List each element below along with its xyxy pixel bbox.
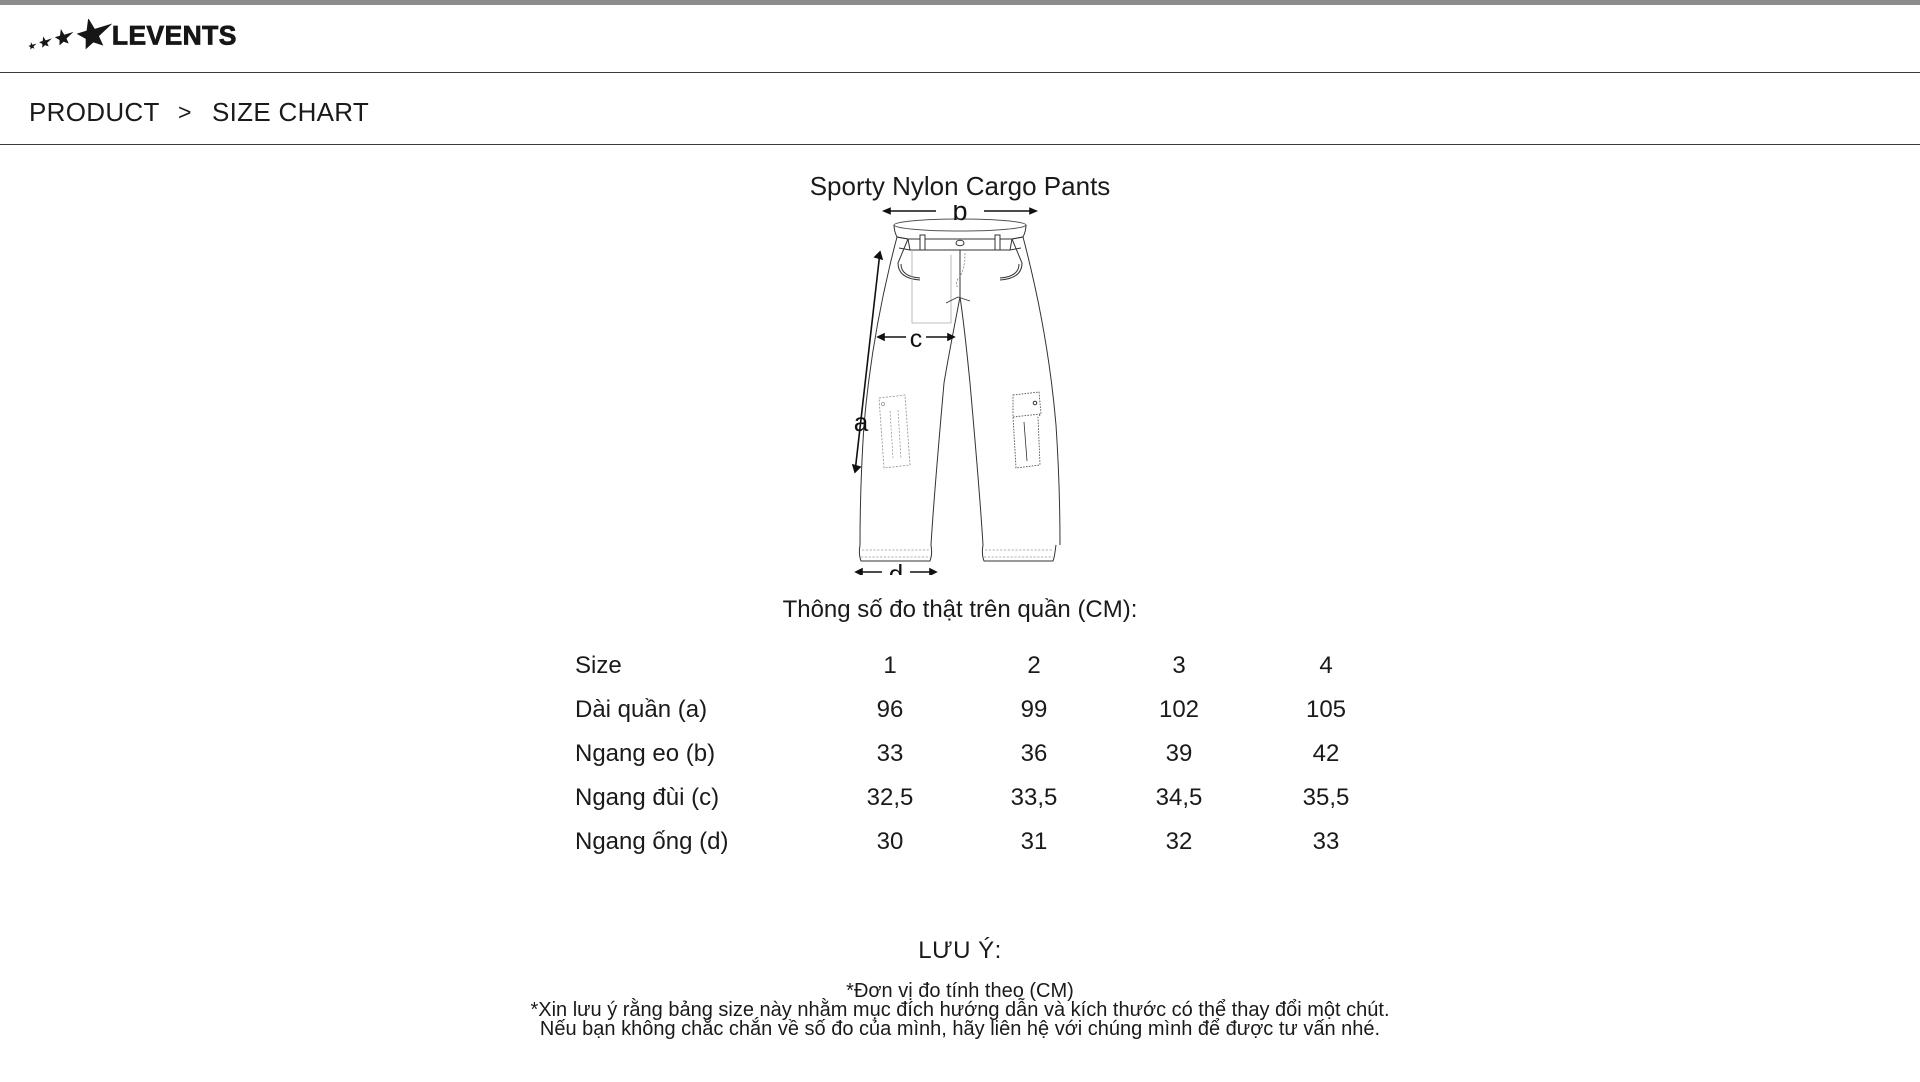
svg-text:a: a — [854, 407, 869, 437]
svg-text:c: c — [910, 325, 923, 353]
svg-text:d: d — [889, 559, 903, 575]
svg-text:b: b — [952, 205, 967, 226]
